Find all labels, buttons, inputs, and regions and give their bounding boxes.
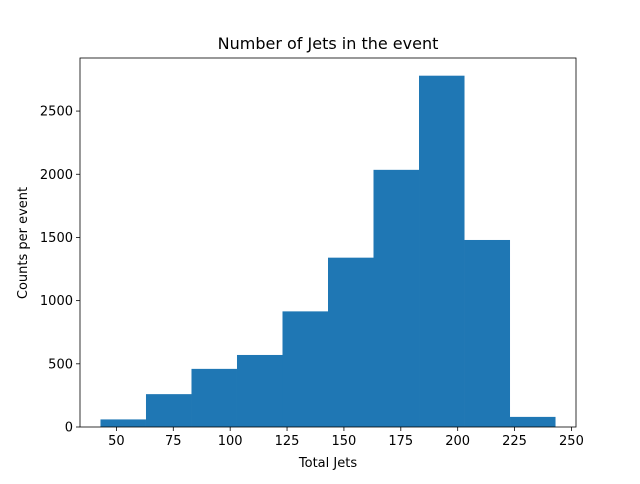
y-tick-label: 2500 xyxy=(40,105,73,120)
y-tick-label: 1500 xyxy=(40,231,73,246)
x-axis-ticks: 50 75 100 125 150 175 200 225 250 xyxy=(108,427,584,449)
y-axis-ticks: 0 500 1000 1500 2000 2500 xyxy=(40,105,80,436)
histogram-bar xyxy=(191,368,237,427)
histogram-bar xyxy=(419,75,465,428)
histogram-bar xyxy=(282,311,328,427)
histogram-bar xyxy=(373,169,420,427)
x-tick-label: 175 xyxy=(388,434,413,449)
x-tick-label: 200 xyxy=(445,434,470,449)
axes-frame xyxy=(79,57,577,428)
histogram-bar xyxy=(510,416,556,427)
histogram-bar xyxy=(464,239,511,427)
x-tick-label: 150 xyxy=(332,434,357,449)
y-tick-label: 2000 xyxy=(40,168,73,183)
x-tick-label: 50 xyxy=(108,434,125,449)
x-tick-label: 250 xyxy=(559,434,584,449)
y-tick-label: 500 xyxy=(48,357,73,372)
x-tick-label: 75 xyxy=(165,434,182,449)
y-tick-label: 0 xyxy=(65,421,73,436)
histogram-bar xyxy=(145,394,192,427)
y-axis-label: Counts per event xyxy=(16,187,31,299)
x-tick-label: 100 xyxy=(218,434,243,449)
y-tick-label: 1000 xyxy=(40,294,73,309)
histogram-bar xyxy=(100,419,146,427)
bars-group xyxy=(100,75,556,428)
x-tick-label: 225 xyxy=(502,434,527,449)
histogram-bar xyxy=(236,354,283,427)
x-tick-label: 125 xyxy=(275,434,300,449)
chart-title: Number of Jets in the event xyxy=(218,34,439,53)
x-axis-label: Total Jets xyxy=(298,456,357,471)
histogram-bar xyxy=(328,257,374,427)
